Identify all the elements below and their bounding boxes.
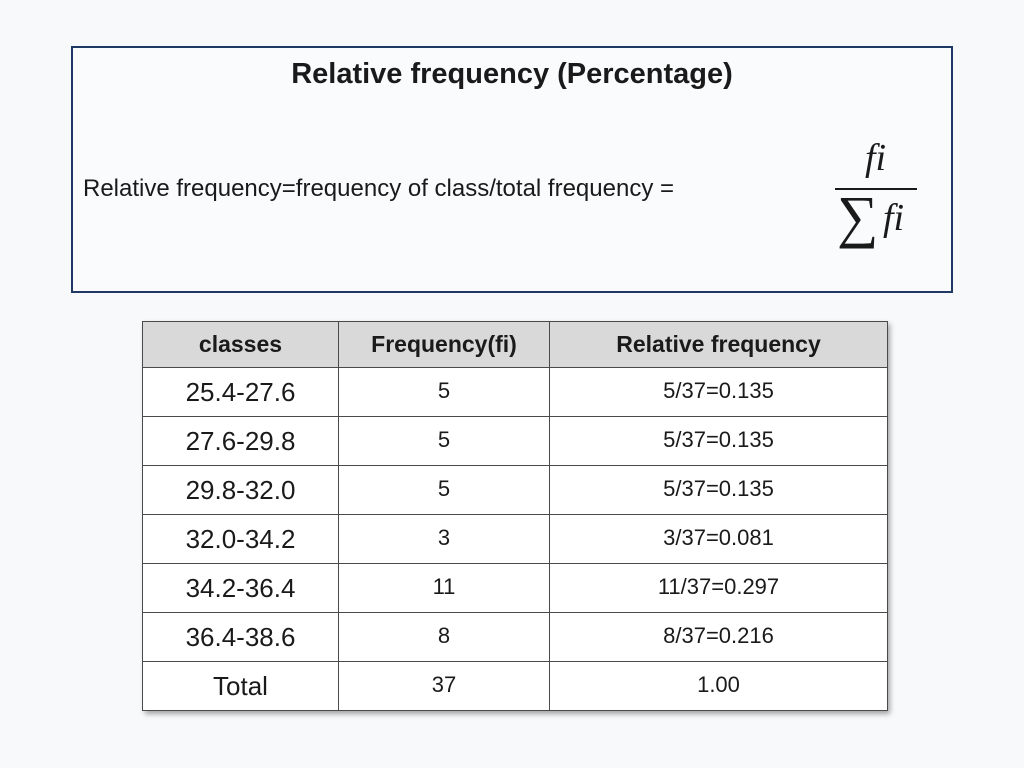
relative-frequency-cell: 5/37=0.135 xyxy=(549,367,888,417)
relative-frequency-cell: 5/37=0.135 xyxy=(549,416,888,466)
frequency-cell: 8 xyxy=(338,612,550,662)
frequency-cell: 3 xyxy=(338,514,550,564)
formula-numerator: fi xyxy=(865,137,887,179)
table-row: 34.2-36.4 11 11/37=0.297 xyxy=(142,563,888,613)
frequency-table: classes Frequency(fi) Relative frequency… xyxy=(142,321,888,711)
class-cell: 29.8-32.0 xyxy=(142,465,339,515)
header-classes: classes xyxy=(142,321,339,368)
table-row: 29.8-32.0 5 5/37=0.135 xyxy=(142,465,888,515)
frequency-cell: 5 xyxy=(338,465,550,515)
table-row: 36.4-38.6 8 8/37=0.216 xyxy=(142,612,888,662)
relative-frequency-formula: fi ∑ fi xyxy=(835,136,919,266)
fraction-bar xyxy=(835,188,917,190)
relative-frequency-cell: 5/37=0.135 xyxy=(549,465,888,515)
frequency-table-container: classes Frequency(fi) Relative frequency… xyxy=(142,321,888,711)
header-relative-frequency: Relative frequency xyxy=(549,321,888,368)
definition-box: Relative frequency (Percentage) Relative… xyxy=(71,46,953,293)
table-header-row: classes Frequency(fi) Relative frequency xyxy=(142,321,888,368)
header-frequency: Frequency(fi) xyxy=(338,321,550,368)
relative-frequency-cell: 3/37=0.081 xyxy=(549,514,888,564)
relative-frequency-cell: 11/37=0.297 xyxy=(549,563,888,613)
formula-denominator: fi xyxy=(883,197,905,239)
table-row: 27.6-29.8 5 5/37=0.135 xyxy=(142,416,888,466)
class-cell: 34.2-36.4 xyxy=(142,563,339,613)
summation-symbol: ∑ xyxy=(837,184,879,249)
frequency-cell: 5 xyxy=(338,367,550,417)
frequency-cell: 11 xyxy=(338,563,550,613)
total-relative-frequency-cell: 1.00 xyxy=(549,661,888,711)
class-cell: 32.0-34.2 xyxy=(142,514,339,564)
total-frequency-cell: 37 xyxy=(338,661,550,711)
total-label-cell: Total xyxy=(142,661,339,711)
definition-text: Relative frequency=frequency of class/to… xyxy=(83,175,674,202)
table-row: 32.0-34.2 3 3/37=0.081 xyxy=(142,514,888,564)
class-cell: 25.4-27.6 xyxy=(142,367,339,417)
table-total-row: Total 37 1.00 xyxy=(142,661,888,711)
relative-frequency-cell: 8/37=0.216 xyxy=(549,612,888,662)
class-cell: 27.6-29.8 xyxy=(142,416,339,466)
table-row: 25.4-27.6 5 5/37=0.135 xyxy=(142,367,888,417)
definition-title: Relative frequency (Percentage) xyxy=(291,58,733,90)
class-cell: 36.4-38.6 xyxy=(142,612,339,662)
frequency-cell: 5 xyxy=(338,416,550,466)
